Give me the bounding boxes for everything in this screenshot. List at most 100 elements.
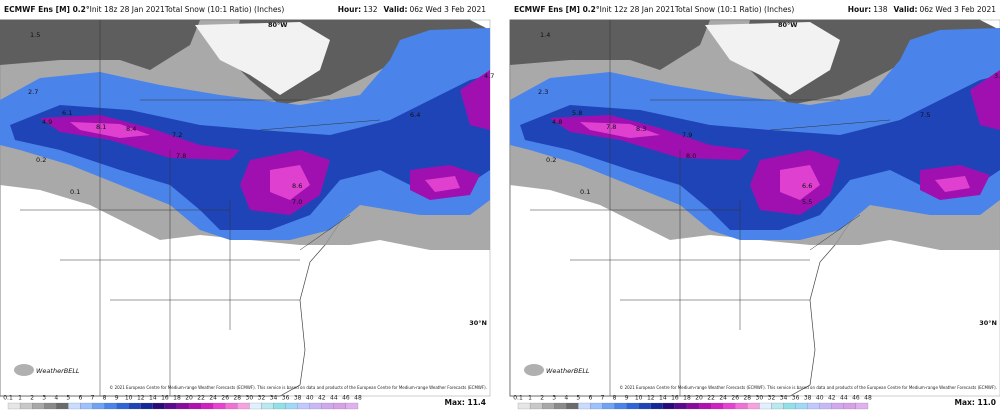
hour-value: 138: [873, 5, 888, 14]
colorbar-swatch: [807, 402, 820, 410]
colorbar-tick: 44: [840, 395, 848, 402]
colorbar-tick: 8: [103, 395, 107, 402]
colorbar-tick: 48: [864, 395, 872, 402]
spot-value: 7.8: [606, 123, 616, 131]
colorbar-swatch: [152, 402, 165, 410]
colorbar-swatch: [140, 402, 153, 410]
colorbar-tick: 48: [354, 395, 362, 402]
colorbar-tick: 20: [185, 395, 193, 402]
colorbar-tick: 34: [270, 395, 278, 402]
colorbar-tick: 22: [707, 395, 715, 402]
colorbar-swatch: [711, 402, 724, 410]
spot-value: 7.5: [920, 111, 930, 119]
colorbar-swatch: [747, 402, 760, 410]
colorbar-tick: 26: [731, 395, 739, 402]
map-panel: ECMWF Ens [M] 0.2°Init 18z 28 Jan 2021To…: [0, 0, 494, 410]
colorbar-swatch: [68, 402, 81, 410]
colorbar-tick: 4: [564, 395, 568, 402]
colorbar-tick: 2: [540, 395, 544, 402]
snow-purple: [550, 70, 1000, 215]
model-name: ECMWF Ens [M] 0.2°: [4, 5, 90, 14]
colorbar-tick: 28: [743, 395, 751, 402]
colorbar-tick: 16: [671, 395, 679, 402]
header-left: ECMWF Ens [M] 0.2°Init 12z 28 Jan 2021To…: [514, 5, 794, 14]
colorbar-swatch: [542, 402, 555, 410]
spot-value: 4.8: [552, 118, 562, 126]
logo-mark: [524, 364, 544, 376]
colorbar-tick: 5: [66, 395, 70, 402]
colorbar-swatch: [128, 402, 141, 410]
colorbar-swatch: [674, 402, 688, 410]
spot-value: 7.0: [292, 198, 302, 206]
colorbar-tick: 42: [318, 395, 326, 402]
colorbar-swatch: [92, 402, 105, 410]
hour-value: 132: [363, 5, 378, 14]
colorbar-swatch: [626, 402, 639, 410]
header-right: Hour: 138 Valid: 06z Wed 3 Feb 2021: [848, 5, 996, 14]
hour-label: Hour:: [848, 5, 871, 14]
spot-value: 6.4: [410, 111, 420, 119]
max-value: Max: 11.0: [955, 398, 996, 407]
copyright: © 2021 European Centre for Medium-range …: [619, 385, 997, 390]
colorbar-tick: 46: [852, 395, 860, 402]
init-time: Init 18z 28 Jan 2021: [90, 5, 165, 14]
colorbar-tick: 32: [258, 395, 266, 402]
longitude-label: 80°W: [778, 21, 797, 29]
spot-value: 7.9: [682, 131, 692, 139]
spot-value: 0.1: [580, 188, 590, 196]
colorbar-swatch: [566, 402, 579, 410]
colorbar-tick: 10: [125, 395, 133, 402]
spot-value: 7.8: [176, 152, 186, 160]
logo-mark: [14, 364, 34, 376]
lake-region: [705, 22, 840, 95]
colorbar-tick: 7: [601, 395, 605, 402]
colorbar-swatch: [7, 402, 21, 410]
colorbar-swatch: [333, 402, 347, 410]
colorbar-swatch: [44, 402, 57, 410]
colorbar-swatch: [176, 402, 190, 410]
spot-value: 8.0: [686, 152, 696, 160]
max-value: Max: 11.4: [445, 398, 486, 407]
map-area: 1.5 2.7 4.9 6.1 8.1 8.4 7.2 7.8 8.6 7.0 6.4 4.7 0.2 0…: [0, 19, 494, 397]
colorbar-tick: 34: [780, 395, 788, 402]
header-right: Hour: 132 Valid: 06z Wed 3 Feb 2021: [338, 5, 486, 14]
init-time: Init 12z 28 Jan 2021: [600, 5, 675, 14]
colorbar-swatch: [602, 402, 615, 410]
hour-label: Hour:: [338, 5, 361, 14]
spot-value: 2.3: [538, 88, 548, 96]
colorbar-tick: 24: [209, 395, 217, 402]
colorbar-swatch: [698, 402, 712, 410]
colorbar-tick: 7: [91, 395, 95, 402]
borders: [20, 20, 381, 396]
colorbar-swatch: [831, 402, 844, 410]
colorbar-swatch: [529, 402, 543, 410]
spot-value: 3.6: [994, 72, 1000, 80]
colorbar-swatch: [297, 402, 310, 410]
colorbar-swatch: [771, 402, 784, 410]
colorbar-swatch: [843, 402, 857, 410]
colorbar-tick: 6: [78, 395, 82, 402]
colorbar-tick: 5: [576, 395, 580, 402]
header-bar: [0, 0, 490, 20]
colorbar-swatch: [237, 402, 250, 410]
spot-value: 1.5: [30, 31, 40, 39]
colorbar-tick: 2: [30, 395, 34, 402]
spot-value: 5.5: [802, 198, 812, 206]
colorbar-tick: 3: [552, 395, 556, 402]
colorbar-tick: 20: [695, 395, 703, 402]
logo: WeatherBELL: [36, 367, 80, 375]
colorbar-swatch: [188, 402, 202, 410]
spot-value: 6.6: [802, 182, 812, 190]
colorbar-swatch: [116, 402, 129, 410]
borders: [530, 20, 891, 396]
colorbar-swatch: [723, 402, 736, 410]
colorbar-swatch: [321, 402, 334, 410]
colorbar-tick: 3: [42, 395, 46, 402]
colorbar-swatch: [686, 402, 700, 410]
snow-magenta: [580, 122, 970, 200]
model-name: ECMWF Ens [M] 0.2°: [514, 5, 600, 14]
colorbar-swatch: [638, 402, 651, 410]
colorbar-tick: 4: [54, 395, 58, 402]
snow-magenta: [70, 122, 460, 200]
